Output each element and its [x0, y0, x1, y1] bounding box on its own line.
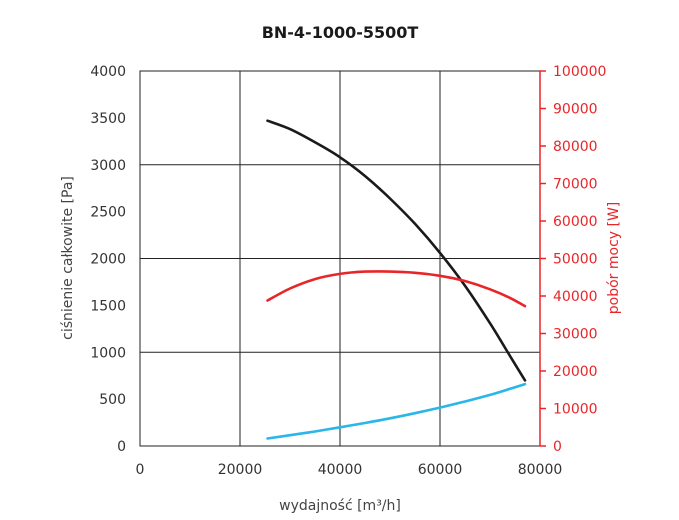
pressure-curve — [266, 119, 527, 382]
power-curve — [266, 270, 527, 308]
y2-tick-label: 90000 — [553, 102, 598, 118]
y-tick-label: 3500 — [90, 111, 126, 127]
y2-tick-label: 100000 — [553, 64, 606, 80]
y2-tick-label: 40000 — [553, 289, 598, 305]
tick-labels: 0 20000 40000 60000 800000500100015002000250… — [90, 64, 606, 478]
dynamic-pressure-curve — [266, 382, 527, 440]
y-axis-label: ciśnienie całkowite [Pa] — [60, 176, 76, 340]
y-tick-label: 0 — [117, 439, 126, 455]
y-tick-label: 2000 — [90, 252, 126, 268]
y-tick-label: 1500 — [90, 298, 126, 314]
x-axis-label: wydajność [m³/h] — [279, 498, 401, 514]
grid — [139, 70, 546, 447]
chart-title: BN-4-1000-5500T — [262, 23, 419, 42]
y2-tick-label: 20000 — [553, 364, 598, 380]
x-tick-label: 0 — [136, 462, 145, 478]
x-tick-label: 60000 — [418, 462, 463, 478]
y-tick-label: 3000 — [90, 158, 126, 174]
y2-tick-label: 0 — [553, 439, 562, 455]
x-tick-label: 80000 — [518, 462, 563, 478]
series — [266, 119, 527, 440]
y2-tick-label: 10000 — [553, 402, 598, 418]
y2-axis-label: pobór mocy [W] — [606, 202, 622, 315]
y-tick-label: 1000 — [90, 345, 126, 361]
y2-tick-label: 50000 — [553, 252, 598, 268]
y2-tick-label: 80000 — [553, 139, 598, 155]
y2-tick-label: 70000 — [553, 177, 598, 193]
x-tick-label: 40000 — [318, 462, 363, 478]
y2-tick-label: 30000 — [553, 327, 598, 343]
y2-tick-label: 60000 — [553, 214, 598, 230]
x-tick-label: 20000 — [218, 462, 263, 478]
y-tick-label: 2500 — [90, 205, 126, 221]
y-tick-label: 4000 — [90, 64, 126, 80]
y-tick-label: 500 — [99, 392, 126, 408]
